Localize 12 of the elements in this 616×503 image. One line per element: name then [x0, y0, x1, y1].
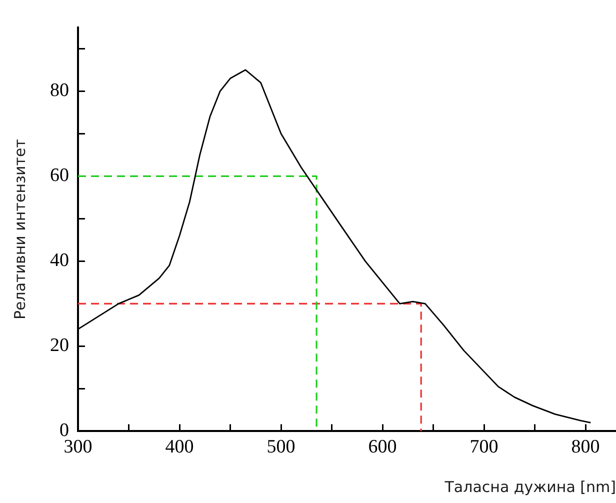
x-tick-label: 400: [165, 436, 194, 458]
x-tick-label: 500: [266, 436, 296, 458]
y-tick-label: 80: [50, 80, 69, 102]
x-tick-label: 300: [64, 436, 92, 458]
x-axis-title: Таласна дужина [nm]: [444, 478, 616, 496]
x-tick-label: 600: [368, 436, 397, 458]
y-tick-label: 60: [50, 165, 69, 186]
y-axis-title: Релативни интензитет: [10, 138, 29, 320]
x-tick-label: 800: [571, 436, 600, 458]
y-tick-label: 20: [50, 335, 69, 356]
y-tick-label: 40: [50, 250, 69, 272]
x-tick-label: 700: [470, 436, 498, 458]
